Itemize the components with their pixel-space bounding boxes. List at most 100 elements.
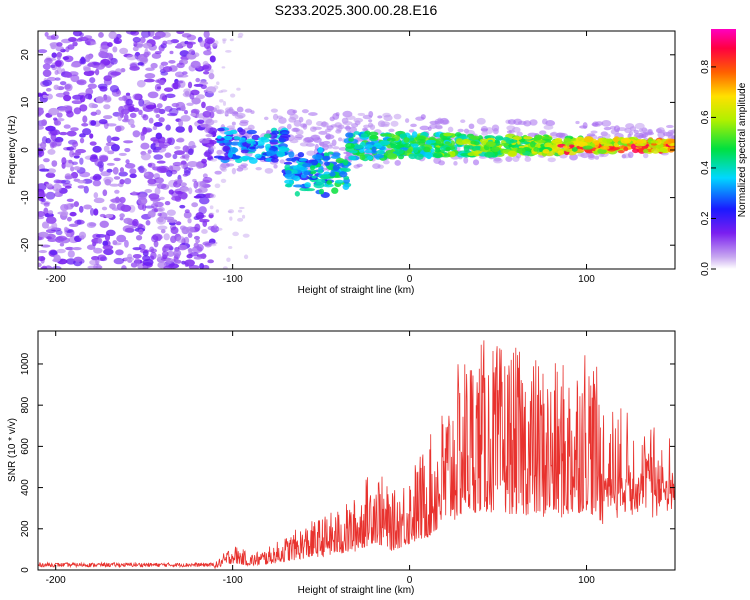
spectrogram-noise-blob xyxy=(171,82,181,90)
spectrogram-noise-blob xyxy=(110,71,121,76)
spectrogram-signal-blob xyxy=(309,165,316,171)
spectrogram-noise-blob xyxy=(137,197,148,206)
spectrogram-halo-blob xyxy=(468,123,475,130)
spectrogram-noise-blob xyxy=(222,39,226,44)
spectrogram-noise-blob xyxy=(49,250,58,256)
spectrogram-signal-blob xyxy=(479,138,488,143)
spectrogram-noise-blob xyxy=(168,189,174,195)
spectrogram-noise-blob xyxy=(193,83,204,87)
spectrogram-signal-blob xyxy=(331,187,339,194)
spectrogram-halo-blob xyxy=(419,125,430,131)
spectrogram-noise-blob xyxy=(181,260,186,265)
spectrogram-noise-blob xyxy=(187,161,199,168)
spectrogram-signal-blob xyxy=(348,155,357,161)
spectrogram-halo-blob xyxy=(324,128,332,133)
spectrogram-noise-blob xyxy=(70,145,77,151)
spectrogram-noise-blob xyxy=(51,160,58,167)
spectrogram-halo-blob xyxy=(457,128,464,133)
spectrogram-halo-blob xyxy=(368,119,373,123)
spectrogram-noise-blob xyxy=(163,87,174,92)
spectrogram-noise-blob xyxy=(176,137,185,143)
spectrogram-noise-blob xyxy=(66,232,72,238)
spectrogram-noise-blob xyxy=(89,141,97,146)
spectrogram-noise-blob xyxy=(132,36,141,43)
spectrogram-noise-blob xyxy=(87,83,97,89)
spectrogram-halo-blob xyxy=(601,120,612,127)
spectrogram-signal-blob xyxy=(470,140,477,145)
spectrogram-noise-blob xyxy=(113,37,123,44)
spectrogram-noise-blob xyxy=(51,52,57,59)
spectrogram-halo-blob xyxy=(332,146,340,150)
spectrogram-noise-blob xyxy=(138,165,145,174)
colorbar-tick-label: 0.2 xyxy=(700,211,711,225)
spectrogram-y-tick-label: -10 xyxy=(20,190,31,205)
spectrogram-signal-blob xyxy=(473,150,482,155)
spectrogram-noise-blob xyxy=(186,102,194,106)
spectrogram-signal-blob xyxy=(250,141,256,145)
snr-y-axis: 0 200 400 600 800 1000 xyxy=(20,352,675,573)
spectrogram-halo-blob xyxy=(226,108,235,114)
spectrogram-noise-blob xyxy=(180,187,190,192)
spectrogram-noise-blob xyxy=(68,223,79,228)
spectrogram-noise-blob xyxy=(38,262,42,268)
spectrogram-noise-blob xyxy=(203,151,211,158)
spectrogram-noise-blob xyxy=(200,253,207,259)
spectrogram-noise-blob xyxy=(38,107,45,116)
spectrogram-x-tick-label: -100 xyxy=(223,274,243,285)
spectrogram-halo-blob xyxy=(404,118,410,123)
snr-frame xyxy=(37,330,676,571)
spectrogram-signal-blob xyxy=(216,135,222,139)
spectrogram-signal-blob xyxy=(342,167,351,172)
spectrogram-noise-blob xyxy=(73,256,83,262)
spectrogram-noise-blob xyxy=(56,51,63,58)
spectrogram-halo-blob xyxy=(345,115,356,120)
spectrogram-noise-blob xyxy=(150,62,158,69)
spectrogram-noise-blob xyxy=(183,88,191,94)
spectrogram-noise-blob xyxy=(132,253,142,259)
spectrogram-halo-blob xyxy=(478,155,487,159)
spectrogram-noise-blob xyxy=(215,209,220,213)
spectrogram-halo-blob xyxy=(307,139,313,143)
spectrogram-halo-blob xyxy=(420,114,426,120)
spectrogram-noise-blob xyxy=(241,214,246,219)
spectrogram-noise-blob xyxy=(162,66,173,73)
spectrogram-noise-blob xyxy=(48,210,54,215)
spectrogram-noise-blob xyxy=(92,175,98,181)
spectrogram-halo-blob xyxy=(410,123,417,128)
spectrogram-noise-blob xyxy=(190,112,197,117)
spectrogram-halo-blob xyxy=(493,157,502,162)
spectrogram-signal-blob xyxy=(315,178,326,185)
spectrogram-noise-blob xyxy=(102,244,114,250)
spectrogram-halo-blob xyxy=(666,124,674,129)
spectrogram-signal-blob xyxy=(238,129,246,135)
spectrogram-halo-blob xyxy=(545,120,556,127)
spectrogram-noise-blob xyxy=(229,38,234,42)
spectrogram-noise-blob xyxy=(135,234,143,241)
spectrogram-signal-blob xyxy=(257,137,266,141)
spectrogram-noise-blob xyxy=(45,216,57,224)
spectrogram-noise-blob xyxy=(38,92,43,97)
spectrogram-noise-blob xyxy=(142,114,149,121)
spectrogram-noise-blob xyxy=(112,166,119,175)
spectrogram-halo-blob xyxy=(601,133,611,139)
spectrogram-noise-blob xyxy=(89,259,99,266)
spectrogram-signal-blob xyxy=(324,161,331,166)
spectrogram-noise-blob xyxy=(113,157,121,162)
spectrogram-noise-blob xyxy=(111,136,120,142)
spectrogram-noise-blob xyxy=(139,249,150,254)
spectrogram-noise-blob xyxy=(95,95,105,104)
spectrogram-signal-blob xyxy=(266,150,275,156)
spectrogram-halo-blob xyxy=(394,160,401,166)
spectrogram-halo-blob xyxy=(480,128,488,132)
spectrogram-noise-blob xyxy=(56,248,66,254)
spectrogram-noise-blob xyxy=(99,220,109,228)
spectrogram-noise-blob xyxy=(137,62,144,66)
spectrogram-noise-blob xyxy=(99,155,109,162)
spectrogram-signal-blob xyxy=(248,146,256,150)
spectrogram-noise-blob xyxy=(176,62,185,69)
spectrogram-noise-blob xyxy=(103,248,114,256)
spectrogram-signal-blob xyxy=(294,191,300,197)
spectrogram-noise-blob xyxy=(86,41,91,46)
spectrogram-noise-blob xyxy=(41,265,48,269)
spectrogram-noise-blob xyxy=(103,176,114,183)
